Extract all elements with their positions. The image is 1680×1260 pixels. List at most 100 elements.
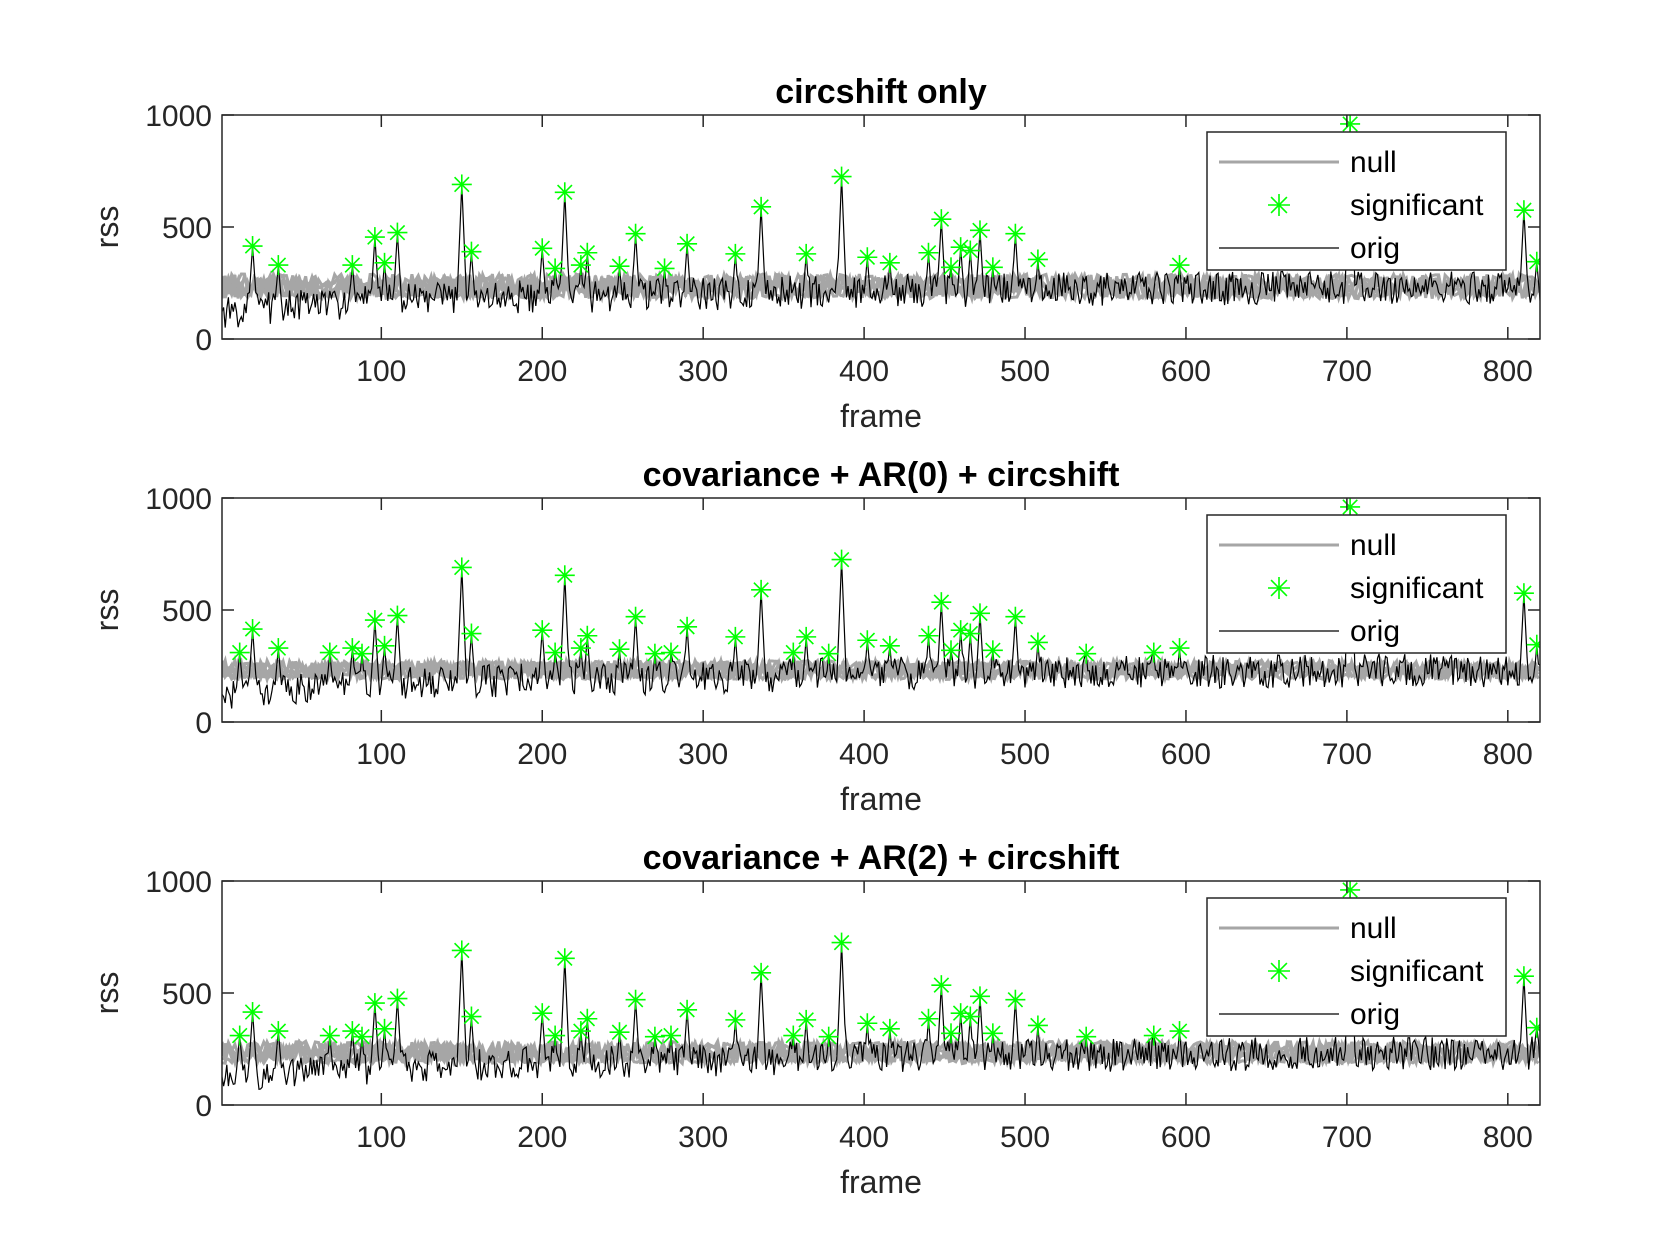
significant-marker [554,565,575,586]
x-tick-label: 400 [839,1121,889,1154]
significant-marker [374,252,395,273]
significant-marker [931,592,952,613]
x-tick-label: 800 [1483,738,1533,771]
significant-marker [783,1025,804,1046]
significant-marker [387,605,408,626]
significant-marker [982,257,1003,278]
significant-marker [352,643,373,664]
significant-marker [461,241,482,262]
significant-marker [1526,251,1540,272]
significant-marker [857,630,878,651]
x-tick-label: 400 [839,355,889,388]
significant-marker [969,220,990,241]
significant-marker [577,625,598,646]
legend-label-null: null [1350,912,1397,945]
legend-label-orig: orig [1350,998,1400,1031]
significant-marker [242,236,263,257]
significant-marker [918,242,939,263]
significant-marker [1513,583,1534,604]
significant-marker [545,258,566,279]
x-tick-label: 500 [1000,1121,1050,1154]
legend-significant-swatch [1268,577,1290,599]
x-tick-label: 300 [678,1121,728,1154]
significant-marker [625,989,646,1010]
significant-marker [796,626,817,647]
null-line [222,655,1539,686]
chart-title: covariance + AR(2) + circshift [643,839,1120,877]
significant-marker [751,579,772,600]
significant-marker [982,640,1003,661]
legend-significant-swatch [1268,194,1290,216]
y-tick-label: 0 [195,707,212,740]
significant-marker [577,242,598,263]
significant-marker [818,643,839,664]
significant-marker [625,223,646,244]
significant-marker [609,256,630,277]
significant-marker [1076,643,1097,664]
legend-box [1206,897,1507,1037]
significant-marker [387,988,408,1009]
legend-label-significant: significant [1350,955,1484,988]
x-tick-label: 600 [1161,738,1211,771]
significant-marker [1513,966,1534,987]
x-axis-label: frame [840,1164,922,1200]
significant-marker [796,1009,817,1030]
null-series [222,1035,1540,1070]
x-tick-label: 300 [678,355,728,388]
significant-marker [783,642,804,663]
x-tick-label: 700 [1322,355,1372,388]
significant-marker [831,932,852,953]
significant-marker [1027,1015,1048,1036]
significant-marker [677,616,698,637]
significant-series [229,881,1540,1047]
significant-marker [960,623,981,644]
legend: null significant orig [1206,514,1507,654]
significant-series [242,115,1540,279]
significant-marker [879,635,900,656]
significant-marker [796,243,817,264]
significant-marker [879,1018,900,1039]
x-tick-label: 100 [356,1121,406,1154]
significant-series [229,498,1540,664]
subplot-3: 100 200 300 400 500 600 700 800 0 500 1000 covarian… [89,839,1541,1200]
x-tick-label: 400 [839,738,889,771]
significant-marker [644,1026,665,1047]
y-axis-label: rss [89,206,125,249]
y-tick-label: 0 [195,1090,212,1123]
significant-marker [960,1006,981,1027]
significant-marker [1169,638,1190,659]
significant-marker [941,640,962,661]
legend-label-significant: significant [1350,189,1484,222]
significant-marker [1526,1017,1540,1038]
orig-series [222,889,1540,1091]
x-tick-label: 500 [1000,738,1050,771]
x-tick-label: 700 [1322,738,1372,771]
significant-marker [342,1021,363,1042]
significant-marker [229,1025,250,1046]
chart-title: covariance + AR(0) + circshift [643,456,1120,494]
y-axis-label: rss [89,589,125,632]
legend-significant-swatch [1268,960,1290,982]
x-tick-label: 100 [356,355,406,388]
significant-marker [654,258,675,279]
legend-box [1206,131,1507,271]
significant-marker [268,1021,289,1042]
x-tick-label: 700 [1322,1121,1372,1154]
significant-marker [1340,881,1361,900]
significant-marker [660,642,681,663]
significant-marker [918,1008,939,1029]
orig-series [222,506,1540,709]
significant-marker [1169,1021,1190,1042]
x-tick-label: 600 [1161,355,1211,388]
significant-marker [1027,632,1048,653]
significant-marker [374,1018,395,1039]
y-axis-label: rss [89,972,125,1015]
significant-marker [982,1023,1003,1044]
chart-title: circshift only [775,73,987,111]
legend-label-null: null [1350,529,1397,562]
y-tick-label: 1000 [145,100,212,133]
significant-marker [969,986,990,1007]
x-tick-label: 200 [517,738,567,771]
null-line [222,1035,1540,1069]
subplot-1: 100 200 300 400 500 600 700 800 0 500 1000 circshif… [89,73,1541,434]
